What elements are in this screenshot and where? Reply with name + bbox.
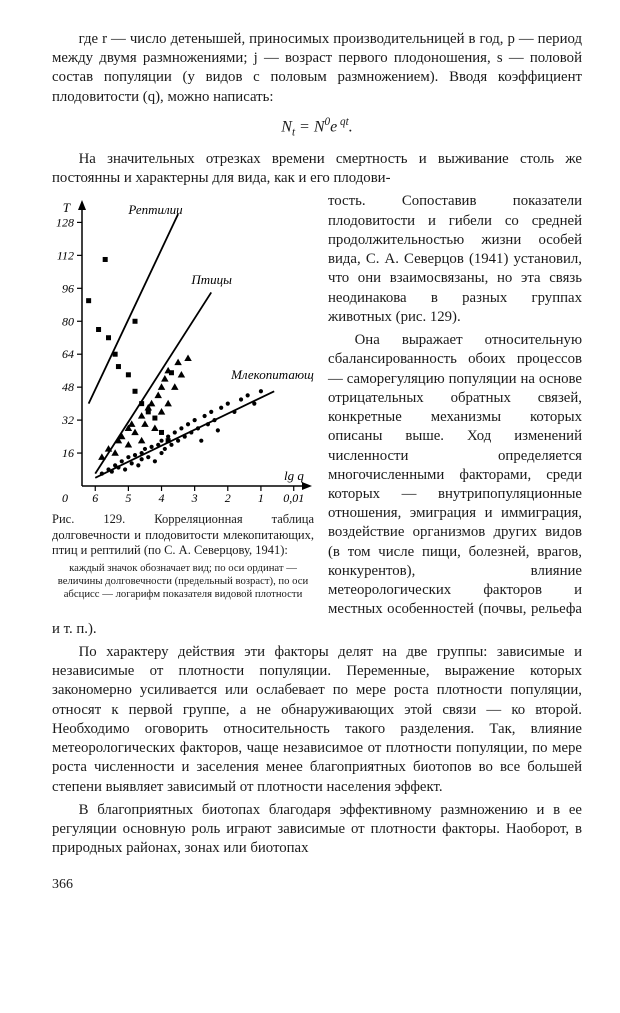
svg-text:lg q: lg q xyxy=(284,468,304,483)
caption-main: Рис. 129. Корреляционная таблица долгове… xyxy=(52,512,314,557)
svg-text:Рептилии: Рептилии xyxy=(127,203,183,218)
svg-text:64: 64 xyxy=(62,348,74,362)
svg-text:0: 0 xyxy=(62,491,68,505)
para-after-2: В благоприятных биотопах благодаря эффек… xyxy=(52,801,582,859)
svg-text:T: T xyxy=(63,200,71,215)
formula: Nt = N0e qt. xyxy=(52,115,582,140)
para-after-1: По характеру действия эти факторы делят … xyxy=(52,643,582,797)
svg-text:4: 4 xyxy=(159,491,165,505)
svg-text:96: 96 xyxy=(62,282,74,296)
figure-129: 1632486480961121286543210,01Tlg q0Рептил… xyxy=(52,198,314,508)
svg-text:Птицы: Птицы xyxy=(190,273,232,288)
svg-text:0,01: 0,01 xyxy=(283,491,304,505)
svg-text:3: 3 xyxy=(191,491,198,505)
chart-svg: 1632486480961121286543210,01Tlg q0Рептил… xyxy=(52,198,314,508)
para-lead: На значительных отрезках времени смертно… xyxy=(52,150,582,188)
svg-text:80: 80 xyxy=(62,315,74,329)
svg-text:32: 32 xyxy=(61,414,74,428)
page-number: 366 xyxy=(52,876,582,894)
caption-sub: каждый значок обозначает вид; по оси орд… xyxy=(52,562,314,601)
svg-text:1: 1 xyxy=(258,491,264,505)
svg-text:5: 5 xyxy=(125,491,131,505)
svg-text:48: 48 xyxy=(62,381,74,395)
figure-block: 1632486480961121286543210,01Tlg q0Рептил… xyxy=(52,198,314,601)
figure-caption: Рис. 129. Корреляционная таблица долгове… xyxy=(52,512,314,601)
svg-text:2: 2 xyxy=(225,491,231,505)
svg-text:Млекопитающие: Млекопитающие xyxy=(230,367,314,382)
svg-text:16: 16 xyxy=(62,447,74,461)
svg-text:6: 6 xyxy=(92,491,98,505)
para-top: где r — число детенышей, приносимых прои… xyxy=(52,30,582,107)
svg-text:112: 112 xyxy=(57,249,74,263)
svg-text:128: 128 xyxy=(56,216,74,230)
